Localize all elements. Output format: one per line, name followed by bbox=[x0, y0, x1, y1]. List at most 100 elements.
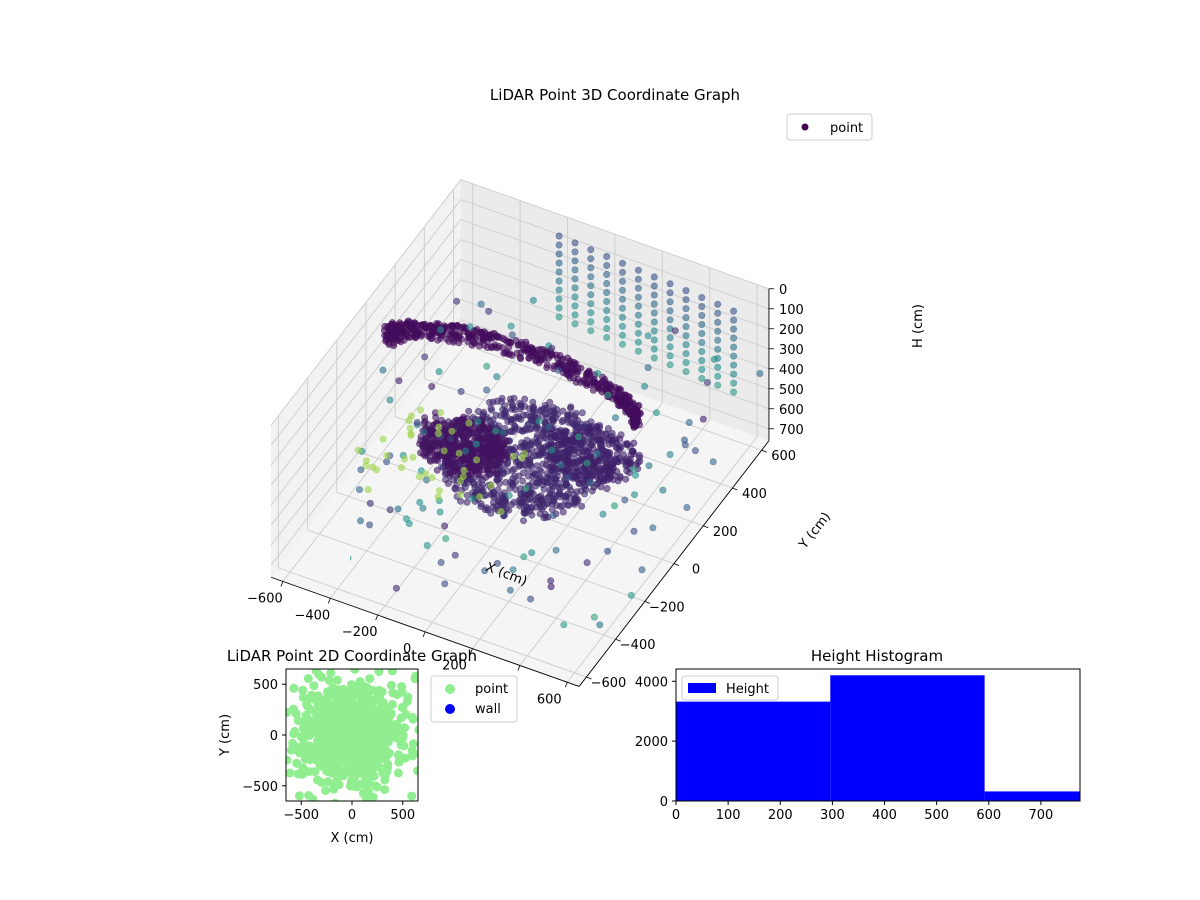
chart-2d-legend-label-wall: wall bbox=[475, 702, 501, 717]
chart-histogram-legend-swatch bbox=[688, 683, 716, 693]
data-point bbox=[544, 354, 552, 362]
data-point bbox=[505, 506, 513, 514]
data-point bbox=[401, 709, 411, 719]
data-point bbox=[359, 688, 369, 698]
x-tick bbox=[517, 665, 521, 671]
y-tick-label: −600 bbox=[591, 676, 627, 691]
data-point bbox=[362, 751, 372, 761]
data-point bbox=[447, 435, 455, 443]
data-point bbox=[487, 481, 495, 489]
data-point bbox=[543, 470, 551, 478]
data-point bbox=[440, 447, 448, 455]
data-point bbox=[682, 314, 690, 322]
data-point bbox=[603, 306, 611, 314]
data-point bbox=[332, 675, 342, 685]
y-tick bbox=[644, 601, 650, 604]
data-point bbox=[289, 683, 299, 693]
x-tick-label: −400 bbox=[294, 608, 330, 623]
data-point bbox=[466, 323, 474, 331]
data-point bbox=[571, 257, 579, 265]
data-point bbox=[330, 698, 339, 708]
data-point bbox=[666, 450, 674, 458]
data-point bbox=[626, 409, 634, 417]
data-point bbox=[603, 288, 611, 296]
data-point bbox=[321, 786, 331, 795]
data-point bbox=[298, 692, 308, 702]
data-point bbox=[400, 753, 410, 763]
data-point bbox=[368, 703, 378, 713]
data-point bbox=[650, 354, 658, 362]
histogram-bar bbox=[830, 675, 985, 801]
data-point bbox=[682, 323, 690, 331]
data-point bbox=[489, 334, 497, 342]
data-point bbox=[394, 505, 402, 513]
data-point bbox=[304, 791, 314, 800]
data-point bbox=[505, 338, 513, 346]
data-point bbox=[429, 434, 437, 442]
data-point bbox=[606, 469, 614, 477]
data-point bbox=[645, 462, 653, 470]
data-point bbox=[587, 273, 595, 281]
data-point bbox=[555, 313, 563, 321]
data-point bbox=[564, 411, 572, 419]
data-point bbox=[565, 758, 571, 764]
y-tick bbox=[615, 638, 621, 642]
data-point bbox=[525, 420, 533, 428]
data-point bbox=[495, 498, 503, 506]
data-point bbox=[84, 610, 90, 616]
data-point bbox=[634, 347, 642, 355]
y-tick-label: 400 bbox=[742, 487, 767, 502]
data-point bbox=[458, 455, 466, 463]
data-point bbox=[442, 761, 448, 767]
data-point bbox=[682, 341, 690, 349]
data-point bbox=[506, 428, 514, 436]
data-point bbox=[618, 331, 626, 339]
data-point bbox=[618, 322, 626, 330]
data-point bbox=[547, 583, 555, 591]
data-point bbox=[554, 410, 562, 418]
data-point bbox=[603, 324, 611, 332]
data-point bbox=[630, 439, 638, 447]
grid-line bbox=[365, 453, 675, 565]
x-tick-label: 500 bbox=[924, 808, 949, 823]
data-point bbox=[682, 296, 690, 304]
data-point bbox=[460, 435, 468, 443]
data-point bbox=[538, 351, 546, 359]
data-point bbox=[638, 566, 646, 574]
data-point bbox=[394, 750, 404, 760]
x-tick-label: 200 bbox=[768, 808, 793, 823]
data-point bbox=[546, 433, 554, 441]
data-point bbox=[650, 318, 658, 326]
data-point bbox=[482, 473, 490, 481]
data-point bbox=[116, 586, 122, 592]
data-point bbox=[346, 762, 355, 772]
data-point bbox=[419, 504, 427, 512]
data-point bbox=[523, 411, 531, 419]
data-point bbox=[379, 366, 387, 374]
data-point bbox=[683, 503, 691, 511]
chart-histogram-ticks: 0 100 200 300 400 500 600 700 0 2000 4000 bbox=[635, 675, 1053, 823]
data-point bbox=[435, 423, 443, 431]
data-point bbox=[481, 567, 489, 575]
data-point bbox=[453, 297, 461, 305]
data-point bbox=[374, 669, 384, 677]
data-point bbox=[587, 422, 595, 430]
data-point bbox=[600, 477, 608, 485]
data-point bbox=[630, 465, 638, 473]
x-tick-label: −600 bbox=[247, 591, 283, 606]
data-point bbox=[555, 304, 563, 312]
data-point bbox=[298, 763, 308, 773]
x-tick-label: 600 bbox=[537, 692, 562, 707]
z-tick-label: 500 bbox=[779, 383, 804, 398]
grid-line bbox=[270, 199, 462, 446]
data-point bbox=[386, 396, 394, 404]
data-point bbox=[532, 356, 540, 364]
chart-2d-legend-marker-wall bbox=[445, 704, 455, 714]
data-point bbox=[386, 680, 396, 690]
y-tick-label: −200 bbox=[649, 600, 685, 615]
data-point bbox=[551, 474, 559, 482]
data-point bbox=[483, 362, 491, 370]
data-point bbox=[312, 775, 322, 785]
data-point bbox=[472, 440, 480, 448]
data-point bbox=[357, 466, 365, 474]
